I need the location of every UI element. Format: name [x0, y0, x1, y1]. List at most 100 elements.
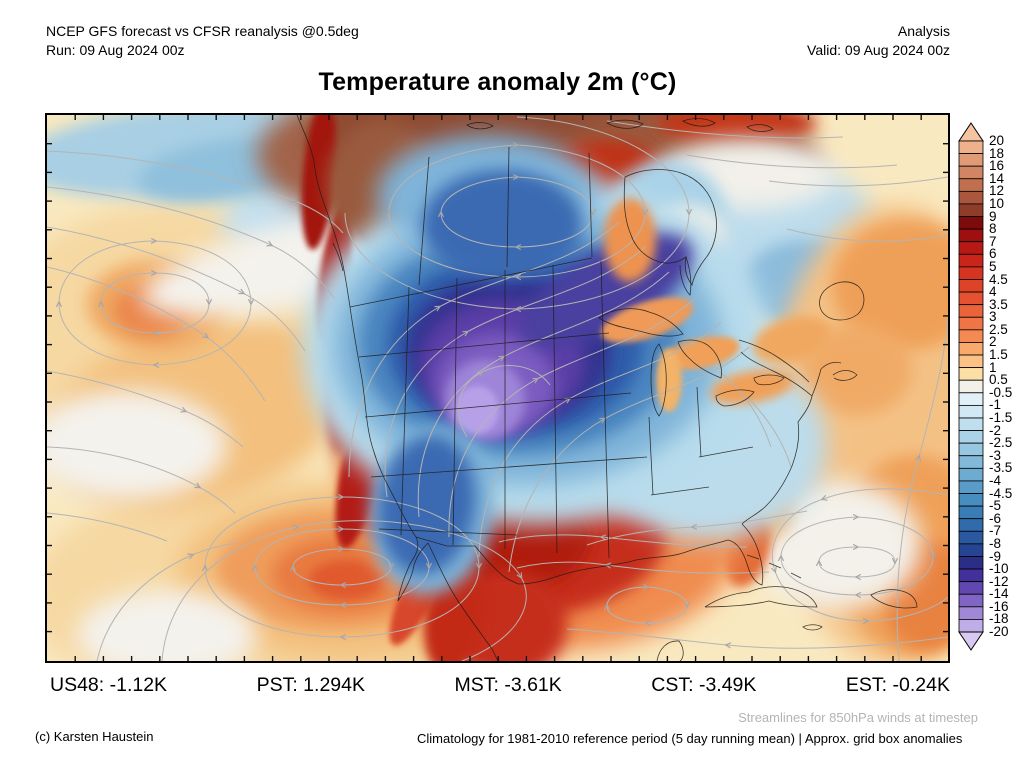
colorbar-tick-label: -3	[989, 447, 1002, 463]
stat-est: EST: -0.24K	[845, 674, 950, 696]
colorbar-tick-label: 14	[989, 170, 1005, 186]
colorbar-segment	[958, 480, 984, 494]
colorbar-tick-label: -10	[989, 561, 1009, 577]
colorbar-segment	[958, 430, 984, 444]
colorbar-tick-label: 10	[989, 196, 1005, 211]
frame-ticks	[47, 115, 948, 661]
colorbar-tick-label: -9	[989, 548, 1002, 564]
stat-mst: MST: -3.61K	[454, 674, 562, 696]
colorbar-tick-label: -14	[989, 586, 1009, 602]
colorbar-segment	[958, 266, 984, 280]
colorbar-segment	[958, 568, 984, 583]
colorbar-segment	[958, 606, 984, 620]
stat-cst: CST: -3.49K	[651, 674, 757, 696]
borders-coastlines	[296, 115, 918, 661]
colorbar-tick-label: -8	[989, 535, 1002, 551]
colorbar-segment	[958, 316, 984, 331]
colorbar-segment	[958, 467, 984, 482]
colorbar-tick-label: 2.5	[989, 321, 1008, 337]
colorbar-segment	[958, 329, 984, 343]
stat-pst: PST: 1.294K	[256, 674, 365, 696]
colorbar-under-arrow	[958, 631, 984, 651]
credit-line: (c) Karsten Haustein	[35, 729, 154, 744]
colorbar-tick-label: -3.5	[989, 460, 1013, 476]
colorbar-tick-label: -12	[989, 573, 1009, 589]
colorbar-over-arrow	[958, 122, 984, 142]
colorbar-tick-label: 7	[989, 233, 997, 249]
colorbar-segment	[958, 228, 984, 243]
colorbar-segment	[958, 417, 984, 431]
colorbar-segment	[958, 304, 984, 318]
colorbar-tick-label: 12	[989, 183, 1005, 199]
colorbar-segment	[958, 581, 984, 595]
colorbar-segment	[958, 530, 984, 545]
colorbar-segment	[958, 404, 984, 419]
colorbar-tick-label: 20	[989, 133, 1005, 148]
valid-line: Valid: 09 Aug 2024 00z	[807, 42, 950, 58]
colorbar-segment	[958, 367, 984, 381]
map-frame	[45, 113, 950, 663]
colorbar-segment	[958, 165, 984, 180]
colorbar-tick-label: 4	[989, 284, 997, 300]
colorbar-segment	[958, 619, 984, 633]
colorbar-tick-label: -5	[989, 498, 1002, 514]
colorbar-segment	[958, 505, 984, 520]
colorbar-tick-label: 3	[989, 309, 997, 325]
colorbar-segment	[958, 455, 984, 469]
colorbar-tick-label: -2	[989, 422, 1002, 438]
colorbar-tick-label: -16	[989, 598, 1009, 614]
model-line: NCEP GFS forecast vs CFSR reanalysis @0.…	[46, 23, 359, 39]
colorbar	[958, 122, 984, 651]
colorbar-segment	[958, 442, 984, 457]
colorbar-tick-label: 0.5	[989, 372, 1008, 388]
colorbar-tick-label: 6	[989, 246, 997, 262]
colorbar-tick-label: -20	[989, 624, 1009, 639]
run-line: Run: 09 Aug 2024 00z	[46, 42, 185, 58]
colorbar-tick-label: 2	[989, 334, 997, 350]
colorbar-tick-label: -1.5	[989, 410, 1013, 425]
colorbar-segment	[958, 241, 984, 255]
colorbar-segment	[958, 342, 984, 356]
colorbar-segment	[958, 493, 984, 507]
colorbar-segment	[958, 279, 984, 293]
colorbar-segment	[958, 178, 984, 192]
colorbar-tick-label: -18	[989, 611, 1009, 627]
colorbar-segment	[958, 140, 984, 154]
colorbar-segment	[958, 593, 984, 608]
header-left: NCEP GFS forecast vs CFSR reanalysis @0.…	[46, 22, 359, 60]
streamline-note: Streamlines for 850hPa winds at timestep	[738, 710, 978, 725]
colorbar-tick-label: 4.5	[989, 271, 1008, 287]
colorbar-segment	[958, 190, 984, 205]
colorbar-tick-label: 5	[989, 258, 997, 274]
colorbar-tick-label: 1	[989, 359, 997, 375]
colorbar-segment	[958, 518, 984, 532]
colorbar-tick-label: -1	[989, 397, 1002, 413]
colorbar-tick-label: -7	[989, 523, 1002, 539]
analysis-label: Analysis	[897, 23, 950, 39]
colorbar-tick-label: 8	[989, 221, 997, 237]
colorbar-segment	[958, 153, 984, 167]
colorbar-tick-label: -0.5	[989, 384, 1013, 400]
colorbar-segment	[958, 354, 984, 369]
colorbar-tick-label: -4	[989, 472, 1002, 488]
stat-us48: US48: -1.12K	[50, 674, 168, 696]
colorbar-segment	[958, 291, 984, 306]
colorbar-tick-label: -4.5	[989, 485, 1013, 501]
colorbar-segment	[958, 556, 984, 570]
colorbar-tick-label: 9	[989, 208, 997, 224]
colorbar-segment	[958, 392, 984, 406]
colorbar-segment	[958, 253, 984, 268]
anomaly-map	[47, 115, 948, 661]
colorbar-segment	[958, 543, 984, 557]
header-right: Analysis Valid: 09 Aug 2024 00z	[807, 22, 950, 60]
colorbar-segment	[958, 379, 984, 394]
colorbar-tick-label: 1.5	[989, 347, 1008, 362]
colorbar-tick-label: -6	[989, 510, 1002, 526]
colorbar-tick-label: -2.5	[989, 435, 1013, 451]
colorbar-segment	[958, 216, 984, 230]
colorbar-tick-label: 16	[989, 158, 1005, 174]
climatology-note: Climatology for 1981-2010 reference peri…	[417, 731, 963, 746]
streamlines	[47, 116, 948, 661]
colorbar-tick-label: 18	[989, 145, 1005, 161]
